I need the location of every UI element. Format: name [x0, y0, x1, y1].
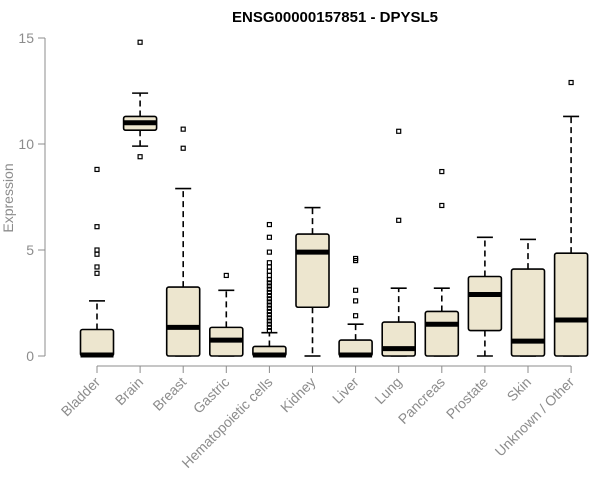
outlier-point — [137, 39, 143, 45]
y-axis-label: Expression — [0, 163, 16, 232]
x-tick-label: Bladder — [58, 374, 104, 420]
outlier-point — [266, 324, 272, 330]
x-tick-label: Brain — [112, 374, 146, 408]
y-tick-label: 15 — [18, 30, 34, 46]
outlier-point — [266, 264, 272, 270]
iqr-box — [510, 268, 546, 357]
box-group — [338, 255, 373, 358]
outlier-point — [439, 202, 445, 209]
x-tick-label: Kidney — [277, 374, 319, 416]
box-group — [424, 168, 460, 357]
outlier-point — [266, 296, 272, 302]
outlier-point — [266, 312, 272, 318]
outlier-point — [396, 217, 402, 223]
outlier-point — [266, 321, 272, 327]
x-tick-label: Liver — [329, 374, 362, 407]
x-tick-label: Gastric — [190, 374, 233, 417]
outlier-point — [223, 272, 229, 279]
outlier-point — [180, 126, 186, 132]
outlier-point — [266, 221, 272, 228]
box-group — [79, 166, 115, 358]
outlier-point — [137, 154, 143, 160]
outlier-point — [353, 298, 359, 304]
y-tick-label: 10 — [18, 136, 34, 152]
outlier-point — [396, 128, 402, 134]
outlier-point — [266, 302, 272, 308]
x-tick-label: Prostate — [443, 374, 491, 422]
outlier-point — [94, 270, 100, 276]
outlier-point — [266, 305, 272, 311]
box-group — [252, 221, 287, 358]
box-group — [510, 238, 546, 357]
outlier-point — [94, 251, 100, 257]
box-group — [295, 206, 330, 357]
outlier-point — [266, 299, 272, 305]
iqr-box — [165, 286, 201, 357]
box-group — [209, 272, 244, 357]
iqr-box — [79, 328, 115, 357]
outlier-point — [180, 145, 186, 151]
outlier-point — [266, 283, 272, 289]
x-tick-label: Unknown / Other — [492, 374, 578, 460]
x-tick-label: Skin — [504, 374, 535, 405]
outlier-point — [266, 272, 272, 279]
outlier-point — [94, 264, 100, 270]
plot-area — [79, 39, 589, 358]
outlier-point — [94, 247, 100, 253]
y-tick-label: 0 — [26, 348, 34, 364]
chart-title: ENSG00000157851 - DPYSL5 — [232, 9, 438, 26]
outlier-point — [266, 289, 272, 295]
outlier-point — [353, 255, 359, 262]
iqr-box — [553, 252, 589, 357]
outlier-point — [439, 168, 445, 175]
iqr-box — [467, 275, 503, 332]
outlier-point — [266, 260, 272, 266]
outlier-point — [266, 327, 272, 334]
y-axis: 0 5 10 15 — [18, 30, 46, 364]
outlier-point — [568, 79, 574, 86]
outlier-point — [266, 268, 272, 274]
outlier-point — [266, 286, 272, 292]
outlier-point — [266, 292, 272, 299]
outlier-point — [266, 318, 272, 324]
box-group — [381, 128, 417, 357]
outlier-point — [266, 234, 272, 240]
x-tick-label: Breast — [149, 374, 189, 414]
outlier-point — [266, 249, 272, 255]
iqr-box — [295, 233, 330, 309]
outlier-point — [353, 313, 359, 319]
outlier-point — [94, 224, 100, 230]
box-group — [122, 39, 158, 160]
iqr-box — [424, 310, 460, 357]
box-group — [467, 236, 503, 357]
x-tick-label: Lung — [371, 374, 404, 407]
box-group — [165, 126, 201, 357]
x-tick-label: Pancreas — [395, 374, 448, 427]
y-tick-label: 5 — [26, 242, 34, 258]
box-group — [553, 79, 589, 357]
outlier-point — [266, 315, 272, 321]
outlier-point — [353, 287, 359, 293]
outlier-point — [94, 166, 100, 173]
outlier-point — [266, 280, 272, 286]
outlier-point — [266, 308, 272, 315]
